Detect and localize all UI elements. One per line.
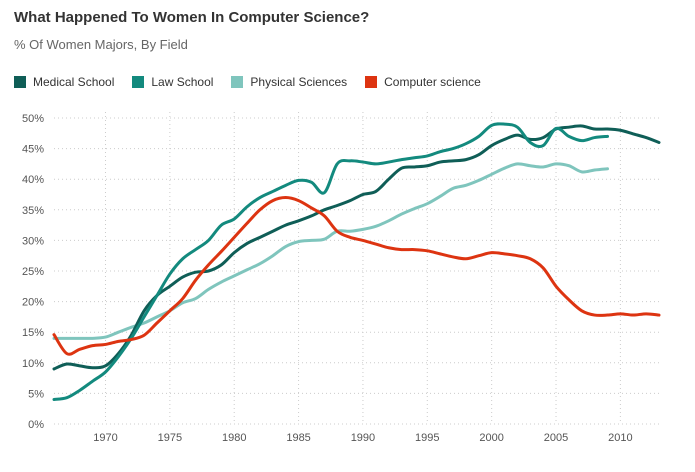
x-tick-label: 2005: [544, 432, 568, 444]
series-line-physical-sciences: [52, 162, 610, 340]
x-tick-label: 1990: [351, 432, 375, 444]
y-tick-label: 15%: [22, 327, 44, 339]
x-axis-ticks: 1970 1975 1980 1985 1990 1995 2000 2005 2010: [93, 432, 632, 444]
y-tick-label: 50%: [22, 113, 44, 125]
legend-swatch: [365, 76, 378, 88]
y-tick-label: 10%: [22, 358, 44, 370]
x-tick-label: 1970: [93, 432, 117, 444]
legend-label: Medical School: [33, 75, 115, 89]
x-tick-label: 2010: [608, 432, 632, 444]
y-tick-label: 40%: [22, 174, 44, 186]
y-tick-label: 20%: [22, 297, 44, 309]
x-tick-label: 1985: [286, 432, 310, 444]
x-tick-label: 2000: [479, 432, 503, 444]
x-tick-label: 1995: [415, 432, 439, 444]
legend-item: Law School: [132, 75, 213, 89]
legend-swatch: [231, 76, 244, 88]
chart-subtitle: % Of Women Majors, By Field: [14, 37, 188, 52]
x-tick-label: 1980: [222, 432, 246, 444]
grid: [54, 112, 659, 425]
y-tick-label: 25%: [22, 266, 44, 278]
x-tick-label: 1975: [158, 432, 182, 444]
legend-label: Computer science: [384, 75, 481, 89]
series-line-law-school: [52, 122, 610, 402]
legend-item: Computer science: [365, 75, 481, 89]
legend-label: Law School: [151, 75, 214, 89]
legend-swatch: [14, 76, 26, 88]
legend-swatch: [132, 76, 145, 88]
y-tick-label: 30%: [22, 235, 44, 247]
y-axis-ticks: 0% 5% 10% 15% 20% 25% 30% 35% 40% 45% 50%: [22, 113, 44, 431]
legend-label: Physical Sciences: [250, 75, 348, 89]
y-tick-label: 35%: [22, 205, 44, 217]
series-lines: [52, 122, 661, 402]
legend-item: Physical Sciences: [231, 75, 347, 89]
legend-item: Medical School: [14, 75, 114, 89]
series-line-computer-science: [52, 196, 661, 356]
y-tick-label: 45%: [22, 144, 44, 156]
legend: Medical School Law School Physical Science…: [14, 73, 499, 91]
y-tick-label: 0%: [28, 419, 44, 431]
chart-title: What Happened To Women In Computer Scien…: [14, 9, 370, 26]
y-tick-label: 5%: [28, 388, 44, 400]
